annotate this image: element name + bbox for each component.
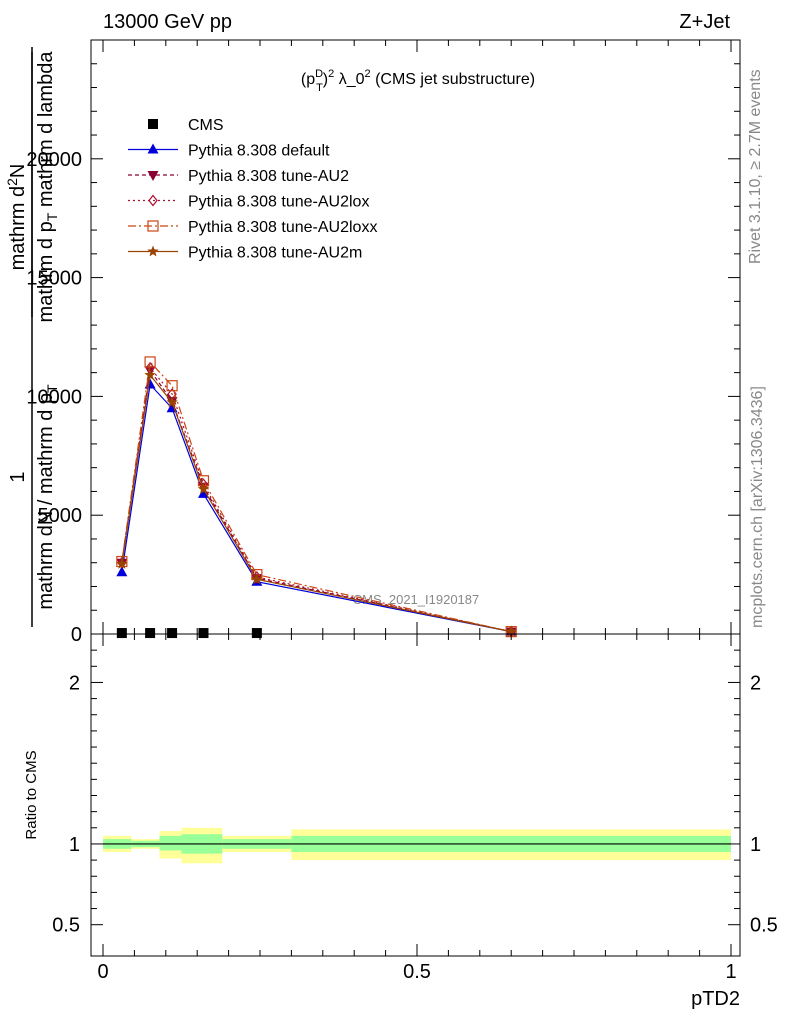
x-tick-label: 1 xyxy=(725,961,736,983)
data-point xyxy=(145,628,156,639)
title-sub-t: T xyxy=(316,82,323,94)
x-axis-label: pTD2 xyxy=(691,988,740,1010)
data-point xyxy=(144,356,156,368)
series-line xyxy=(121,366,512,633)
ratio-y-tick-label: 1 xyxy=(69,834,80,856)
legend-marker xyxy=(148,119,158,129)
title-part-b: ) xyxy=(323,71,328,88)
y-label-frac2-denominator: mathrm d pT mathrm d lambda xyxy=(35,51,60,323)
data-point xyxy=(251,628,262,639)
legend-label: Pythia 8.308 default xyxy=(188,143,330,160)
x-tick-label: 0 xyxy=(97,961,108,983)
ratio-y-axis-label: Ratio to CMS xyxy=(23,750,40,839)
y-label-denominator: mathrm dN / mathrm d pT xyxy=(35,384,60,610)
data-point xyxy=(505,625,517,637)
title-sup-2b: 2 xyxy=(365,68,371,80)
ratio-y-tick-label: 2 xyxy=(69,672,80,694)
data-point xyxy=(116,566,128,577)
main-y-axis-label: 1 mathrm dN / mathrm d pT mathrm d2N mat… xyxy=(4,47,60,627)
main-y-tick-label: 10000 xyxy=(26,386,82,408)
ratio-plot-panel: 0.5 0.5 1 1 2 2 0 0.5 1 xyxy=(52,633,778,983)
x-tick-label: 0.5 xyxy=(403,961,431,983)
main-y-tick-label: 5000 xyxy=(38,505,83,527)
data-point xyxy=(197,487,209,498)
data-point xyxy=(166,396,178,408)
y-label-numerator: 1 xyxy=(7,471,29,482)
series-line xyxy=(121,368,512,633)
title-sup-2: 2 xyxy=(328,68,334,80)
data-point xyxy=(166,380,178,392)
data-point xyxy=(117,556,127,569)
ratio-y-tick-label-right: 2 xyxy=(750,672,761,694)
series-line xyxy=(121,383,512,633)
main-y-ticks: 0 5000 10000 15000 20000 xyxy=(26,40,740,646)
title-part-a: (p xyxy=(301,71,315,88)
legend-marker xyxy=(147,171,159,181)
data-point xyxy=(251,573,263,585)
ratio-axes: 0.5 0.5 1 1 2 2 0 0.5 1 xyxy=(52,634,778,983)
legend-label: Pythia 8.308 tune-AU2m xyxy=(188,245,362,262)
main-y-tick-label: 15000 xyxy=(26,268,82,290)
title-part-c: λ_0 xyxy=(334,71,364,88)
data-point xyxy=(167,628,178,639)
legend-label: Pythia 8.308 tune-AU2loxx xyxy=(188,219,377,236)
legend: CMS Pythia 8.308 default Pythia 8.308 tune… xyxy=(128,117,377,262)
legend-marker xyxy=(148,194,158,207)
series-line xyxy=(121,360,512,633)
plot-title: (pD T)2 λ_02 (CMS jet substructure) xyxy=(301,68,535,94)
data-point xyxy=(198,628,209,639)
ratio-band-inner xyxy=(159,835,182,851)
legend-label: Pythia 8.308 tune-AU2 xyxy=(188,168,349,185)
mcplots-label: mcplots.cern.ch [arXiv:1306.3436] xyxy=(749,386,766,628)
main-y-tick-label: 0 xyxy=(71,624,82,646)
data-point xyxy=(197,483,210,494)
title-sup-d: D xyxy=(315,68,323,80)
collision-energy-label: 13000 GeV pp xyxy=(103,11,232,33)
data-point xyxy=(116,555,128,568)
data-point xyxy=(116,628,127,639)
legend-label: Pythia 8.308 tune-AU2lox xyxy=(188,194,369,211)
y-label-frac2-numerator: mathrm d2N xyxy=(4,164,29,271)
title-part-d: (CMS jet substructure) xyxy=(371,71,535,88)
ratio-y-tick-label-right: 0.5 xyxy=(750,915,778,937)
process-label: Z+Jet xyxy=(679,11,730,33)
data-point xyxy=(116,557,128,569)
legend-label: CMS xyxy=(188,117,224,134)
ratio-y-tick-label-right: 1 xyxy=(750,834,761,856)
data-point xyxy=(144,369,156,380)
ratio-plot-frame xyxy=(90,633,741,957)
ratio-bands xyxy=(103,827,731,864)
legend-marker xyxy=(147,220,159,232)
ratio-y-tick-label: 0.5 xyxy=(52,915,80,937)
legend-marker xyxy=(147,143,159,154)
legend-marker xyxy=(147,245,159,257)
series-5 xyxy=(116,369,517,637)
main-y-tick-label: 20000 xyxy=(26,149,82,171)
rivet-version-label: Rivet 3.1.10, ≥ 2.7M events xyxy=(747,69,764,264)
series-0 xyxy=(116,628,262,639)
series-line xyxy=(121,373,512,633)
